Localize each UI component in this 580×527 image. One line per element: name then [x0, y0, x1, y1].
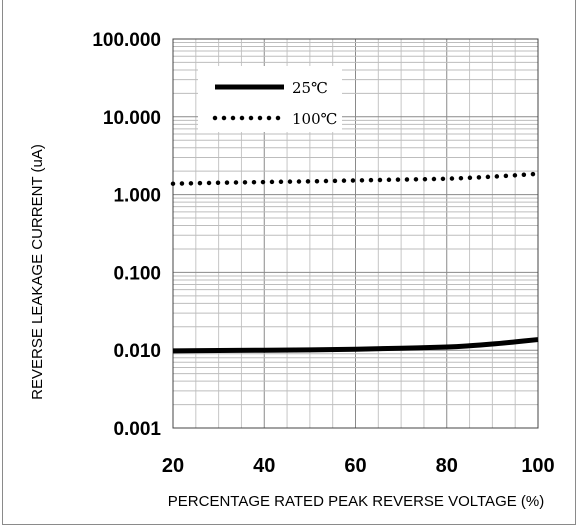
y-tick-labels: 100.000 10.000 1.000 0.100 0.010 0.001	[92, 30, 161, 440]
y-tick-label: 1.000	[113, 186, 161, 207]
legend-label: 100℃	[292, 110, 337, 128]
x-axis-label: PERCENTAGE RATED PEAK REVERSE VOLTAGE (%…	[168, 493, 544, 510]
legend-entries: 25℃ 100℃	[212, 79, 337, 128]
x-tick-label: 20	[162, 455, 184, 477]
y-axis-label: REVERSE LEAKAGE CURRENT (uA)	[29, 144, 46, 400]
y-tick-label: 0.001	[113, 419, 161, 440]
series-line	[172, 337, 539, 354]
y-tick-label: 10.000	[103, 108, 161, 129]
x-tick-label: 100	[521, 455, 554, 477]
plot-area	[172, 38, 539, 429]
y-tick-label: 100.000	[92, 30, 161, 51]
legend	[198, 66, 342, 132]
x-tick-label: 40	[253, 455, 275, 477]
series-line	[170, 171, 541, 186]
y-tick-label: 0.010	[113, 341, 161, 362]
legend-label: 25℃	[292, 79, 328, 97]
x-tick-labels: 20 40 60 80 100	[162, 455, 555, 477]
x-tick-label: 60	[344, 455, 366, 477]
series	[170, 171, 541, 354]
y-tick-label: 0.100	[113, 263, 161, 284]
x-tick-label: 80	[436, 455, 458, 477]
